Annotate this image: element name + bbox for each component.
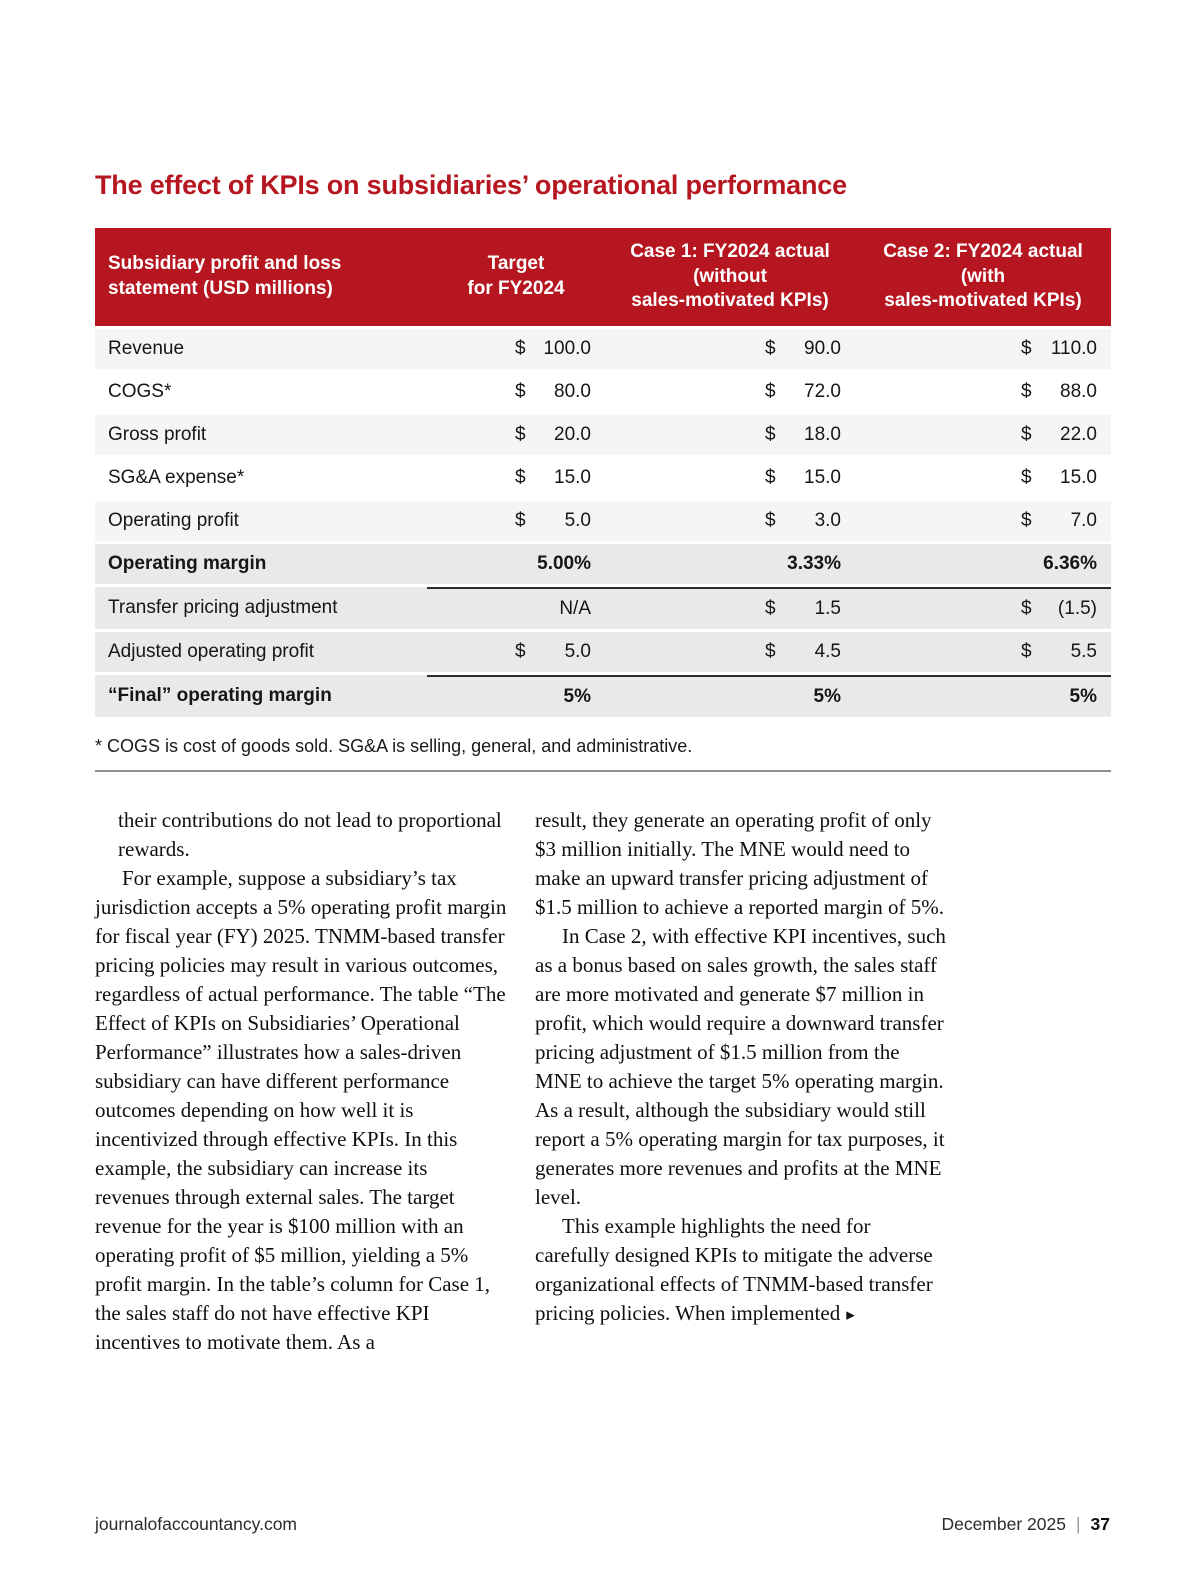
- right-column: result, they generate an operating profi…: [535, 806, 947, 1357]
- body-paragraph: This example highlights the need for car…: [535, 1214, 933, 1326]
- currency-symbol: $: [1021, 510, 1032, 532]
- row-value: $5.0: [427, 632, 605, 673]
- footer-issue: December 2025 | 37: [941, 1514, 1110, 1535]
- table-row: Operating profit $5.0 $3.0 $7.0: [95, 501, 1111, 542]
- currency-symbol: $: [515, 641, 526, 663]
- row-value: $110.0: [855, 329, 1111, 370]
- currency-symbol: $: [765, 510, 776, 532]
- currency-symbol: $: [515, 424, 526, 446]
- page-content: The effect of KPIs on subsidiaries’ oper…: [95, 0, 1111, 1357]
- currency-symbol: $: [765, 338, 776, 360]
- row-label: “Final” operating margin: [95, 675, 427, 718]
- table-row: SG&A expense* $15.0 $15.0 $15.0: [95, 458, 1111, 499]
- currency-symbol: $: [1021, 641, 1032, 663]
- row-value: $20.0: [427, 415, 605, 456]
- row-value: 5%: [855, 675, 1111, 718]
- body-paragraph: result, they generate an operating profi…: [535, 808, 944, 920]
- row-label: Operating margin: [95, 544, 427, 585]
- row-value: $5.0: [427, 501, 605, 542]
- row-value: $ (1.5): [855, 587, 1111, 630]
- row-value: 3.33%: [605, 544, 855, 585]
- currency-symbol: $: [765, 381, 776, 403]
- footer-site: journalofaccountancy.com: [95, 1514, 298, 1534]
- col-header-statement: Subsidiary profit and loss statement (US…: [95, 228, 427, 327]
- table-row: Gross profit $20.0 $18.0 $22.0: [95, 415, 1111, 456]
- row-value: $15.0: [855, 458, 1111, 499]
- currency-symbol: $: [1021, 598, 1032, 620]
- row-value: $15.0: [605, 458, 855, 499]
- currency-symbol: $: [515, 381, 526, 403]
- page-number: 37: [1090, 1514, 1110, 1534]
- row-value: $4.5: [605, 632, 855, 673]
- page-footer: journalofaccountancy.com December 2025 | 3…: [95, 1514, 1110, 1535]
- row-value: N/A: [427, 587, 605, 630]
- currency-symbol: $: [1021, 467, 1032, 489]
- currency-symbol: $: [765, 598, 776, 620]
- body-paragraph: For example, suppose a subsidiary’s tax …: [95, 866, 507, 1355]
- currency-symbol: $: [515, 467, 526, 489]
- footer-date: December 2025: [941, 1514, 1066, 1534]
- table-row: “Final” operating margin 5% 5% 5%: [95, 675, 1111, 718]
- row-value: $90.0: [605, 329, 855, 370]
- row-value: $22.0: [855, 415, 1111, 456]
- row-value: 5.00%: [427, 544, 605, 585]
- row-label: Transfer pricing adjustment: [95, 587, 427, 630]
- currency-symbol: $: [765, 641, 776, 663]
- left-column: their contributions do not lead to propo…: [95, 806, 507, 1357]
- row-label: Revenue: [95, 329, 427, 370]
- continued-arrow-icon: ▸: [846, 1305, 855, 1325]
- table-row: Adjusted operating profit $5.0 $4.5 $5.5: [95, 632, 1111, 673]
- footer-separator: |: [1075, 1514, 1081, 1534]
- row-value: $1.5: [605, 587, 855, 630]
- article-body: their contributions do not lead to propo…: [95, 806, 1111, 1357]
- currency-symbol: $: [515, 338, 526, 360]
- table-row: COGS* $80.0 $72.0 $88.0: [95, 372, 1111, 413]
- section-divider: [95, 770, 1111, 773]
- currency-symbol: $: [1021, 381, 1032, 403]
- row-value: $15.0: [427, 458, 605, 499]
- currency-symbol: $: [515, 510, 526, 532]
- row-label: Adjusted operating profit: [95, 632, 427, 673]
- row-value: $18.0: [605, 415, 855, 456]
- pnl-table-body: Revenue $100.0 $90.0 $110.0 COGS* $80.0 $72.0 $…: [95, 329, 1111, 718]
- row-value: $72.0: [605, 372, 855, 413]
- row-label: Operating profit: [95, 501, 427, 542]
- table-header-row: Subsidiary profit and loss statement (US…: [95, 228, 1111, 327]
- body-paragraph: their contributions do not lead to propo…: [118, 808, 502, 862]
- currency-symbol: $: [765, 467, 776, 489]
- col-header-target: Target for FY2024: [427, 228, 605, 327]
- row-value: 5%: [427, 675, 605, 718]
- currency-symbol: $: [1021, 338, 1032, 360]
- row-value: 5%: [605, 675, 855, 718]
- currency-symbol: $: [1021, 424, 1032, 446]
- row-value: 6.36%: [855, 544, 1111, 585]
- row-label: Gross profit: [95, 415, 427, 456]
- currency-symbol: $: [765, 424, 776, 446]
- table-footnote: * COGS is cost of goods sold. SG&A is se…: [95, 736, 693, 757]
- row-value: $80.0: [427, 372, 605, 413]
- table-title: The effect of KPIs on subsidiaries’ oper…: [95, 170, 847, 200]
- pnl-table: Subsidiary profit and loss statement (US…: [95, 225, 1111, 720]
- table-row: Revenue $100.0 $90.0 $110.0: [95, 329, 1111, 370]
- row-value: $3.0: [605, 501, 855, 542]
- table-row: Operating margin 5.00% 3.33% 6.36%: [95, 544, 1111, 585]
- row-value: $7.0: [855, 501, 1111, 542]
- row-label: COGS*: [95, 372, 427, 413]
- row-value: $5.5: [855, 632, 1111, 673]
- row-value: $100.0: [427, 329, 605, 370]
- body-paragraph: In Case 2, with effective KPI incentives…: [535, 924, 946, 1210]
- row-label: SG&A expense*: [95, 458, 427, 499]
- col-header-case1: Case 1: FY2024 actual (without sales-mot…: [605, 228, 855, 327]
- col-header-case2: Case 2: FY2024 actual (with sales-motiva…: [855, 228, 1111, 327]
- row-value: $88.0: [855, 372, 1111, 413]
- table-row: Transfer pricing adjustment N/A $1.5 $ (1.5): [95, 587, 1111, 630]
